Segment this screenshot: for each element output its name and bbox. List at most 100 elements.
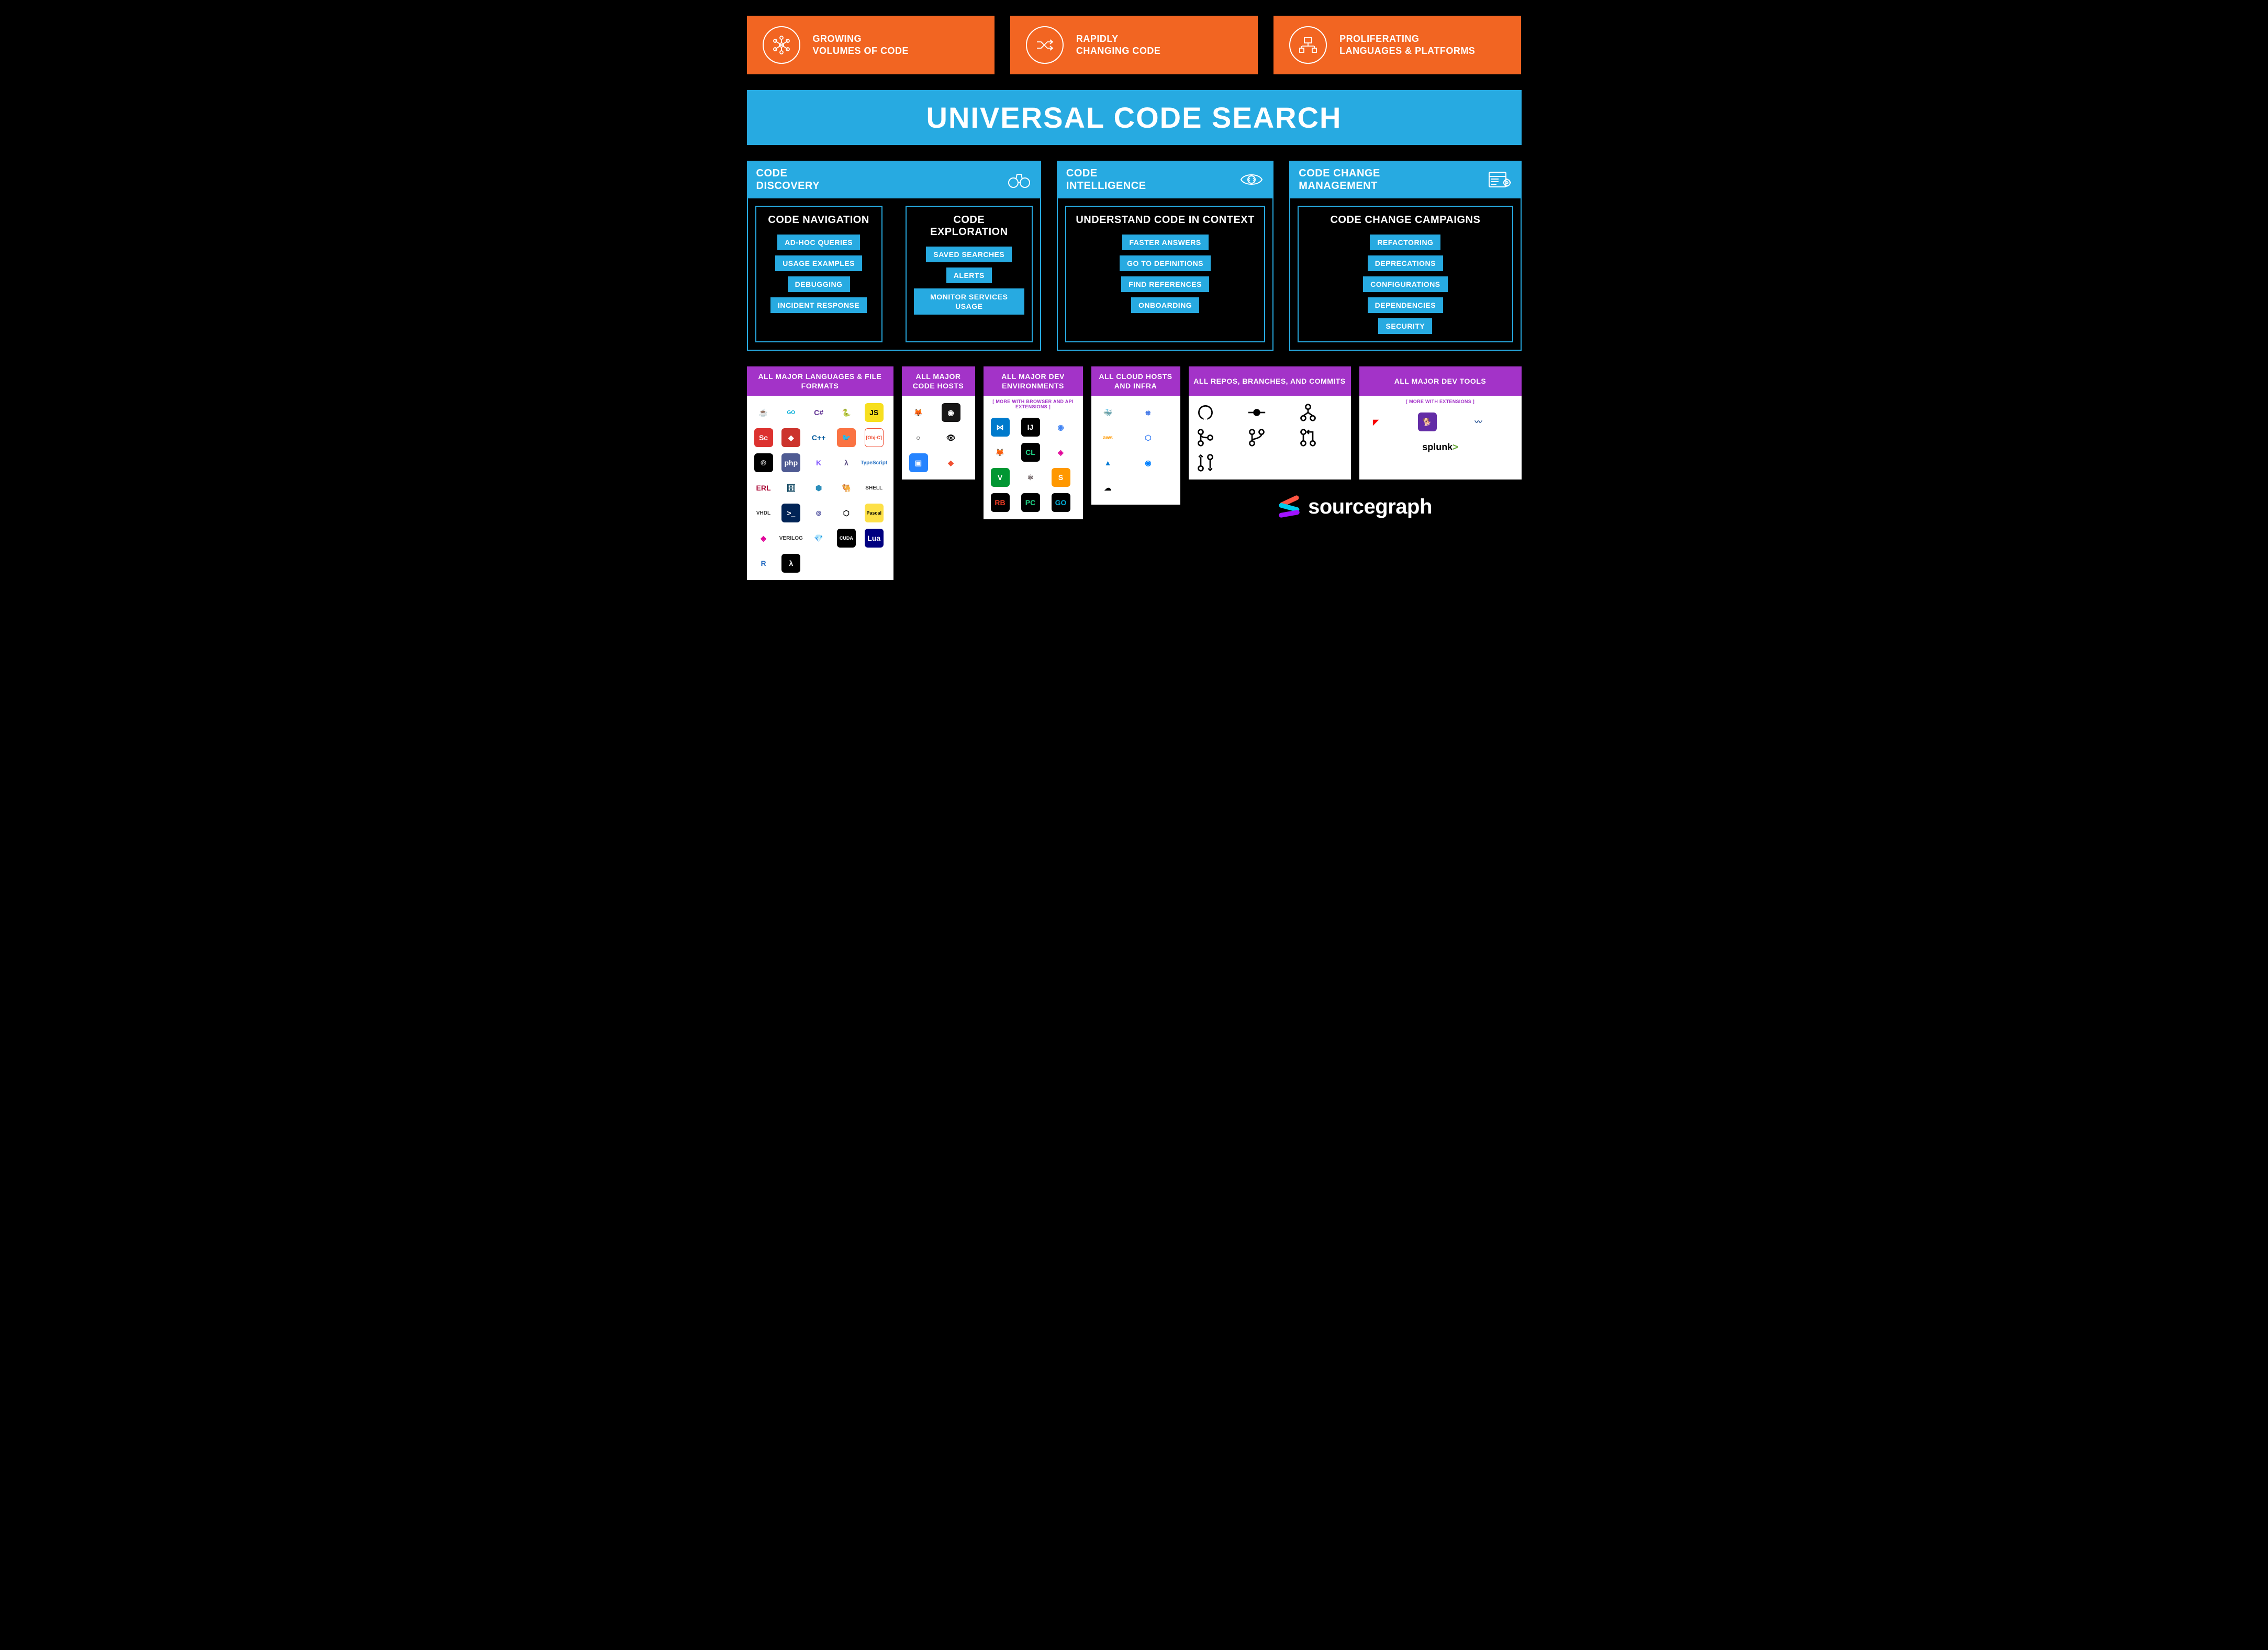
integration-icon: C++ bbox=[808, 427, 829, 448]
integration-icon: 🦊 bbox=[908, 402, 929, 423]
tag: USAGE EXAMPLES bbox=[775, 255, 862, 271]
integration-icon: ◉ bbox=[941, 402, 962, 423]
integration-icon: λ bbox=[780, 553, 801, 574]
integration-icon: 💎 bbox=[808, 528, 829, 549]
integration-icon bbox=[1246, 427, 1267, 448]
integration-icon: 〰 bbox=[1468, 411, 1489, 432]
integration-icon: ⚛ bbox=[1020, 467, 1041, 488]
main-banner: UNIVERSAL CODE SEARCH bbox=[747, 90, 1522, 145]
challenge-label: GROWING VOLUMES OF CODE bbox=[813, 33, 909, 58]
integration-icon: VERILOG bbox=[780, 528, 801, 549]
line1: RAPIDLY bbox=[1076, 33, 1161, 45]
code-navigation-panel: CODE NAVIGATION AD-HOC QUERIES USAGE EXA… bbox=[755, 206, 882, 342]
card-header: ALL MAJOR DEV ENVIRONMENTS bbox=[984, 366, 1083, 396]
card-header: ALL MAJOR LANGUAGES & FILE FORMATS bbox=[747, 366, 893, 396]
challenge-growing-volumes: GROWING VOLUMES OF CODE bbox=[747, 16, 995, 74]
integration-icon: ◈ bbox=[1051, 442, 1071, 463]
repos-card: ALL REPOS, BRANCHES, AND COMMITS bbox=[1189, 366, 1351, 480]
tag: FIND REFERENCES bbox=[1121, 276, 1209, 292]
integration-icon: ◤ bbox=[1366, 411, 1387, 432]
icon-grid: ◤🐕〰 bbox=[1359, 405, 1522, 439]
tag: ONBOARDING bbox=[1131, 297, 1199, 313]
integration-icon: PC bbox=[1020, 492, 1041, 513]
line1: GROWING bbox=[813, 33, 909, 45]
integration-icon: ® bbox=[753, 452, 774, 473]
integration-icon: 🐫 bbox=[836, 477, 857, 498]
integrations-row: ALL MAJOR LANGUAGES & FILE FORMATS ☕GOC#… bbox=[747, 366, 1522, 580]
logo-mark-icon bbox=[1278, 496, 1301, 519]
integration-icon: λ bbox=[836, 452, 857, 473]
tag-list: REFACTORING DEPRECATIONS CONFIGURATIONS … bbox=[1363, 235, 1448, 334]
line1: PROLIFERATING bbox=[1339, 33, 1475, 45]
sourcegraph-logo: sourcegraph bbox=[1189, 480, 1522, 519]
integration-icon: ⎈ bbox=[1138, 402, 1159, 423]
section-body: CODE NAVIGATION AD-HOC QUERIES USAGE EXA… bbox=[747, 198, 1041, 351]
card-note: [ MORE WITH EXTENSIONS ] bbox=[1359, 396, 1522, 405]
section-body: CODE CHANGE CAMPAIGNS REFACTORING DEPREC… bbox=[1289, 198, 1521, 351]
integration-icon: VHDL bbox=[753, 503, 774, 523]
panel-title: UNDERSTAND CODE IN CONTEXT bbox=[1076, 214, 1255, 226]
integration-icon bbox=[1246, 402, 1267, 423]
icon-grid: 🦊◉○👁▣◆ bbox=[902, 396, 975, 480]
dev-env-card: ALL MAJOR DEV ENVIRONMENTS [ MORE WITH B… bbox=[984, 366, 1083, 519]
challenge-changing-code: RAPIDLY CHANGING CODE bbox=[1010, 16, 1258, 74]
card-header: ALL CLOUD HOSTS AND INFRA bbox=[1091, 366, 1180, 396]
splunk-logo: splunk> bbox=[1359, 439, 1522, 460]
code-exploration-panel: CODE EXPLORATION SAVED SEARCHES ALERTS M… bbox=[906, 206, 1033, 342]
integration-icon bbox=[1195, 452, 1216, 473]
integration-icon: ⋈ bbox=[990, 417, 1011, 438]
integration-icon: ▣ bbox=[908, 452, 929, 473]
integration-icon: php bbox=[780, 452, 801, 473]
understand-code-panel: UNDERSTAND CODE IN CONTEXT FASTER ANSWER… bbox=[1065, 206, 1265, 342]
integration-icon: aws bbox=[1098, 427, 1119, 448]
line2: VOLUMES OF CODE bbox=[813, 45, 909, 57]
logo-text: sourcegraph bbox=[1308, 495, 1432, 519]
code-change-section: CODE CHANGE MANAGEMENT CODE CHANGE CAMPA… bbox=[1289, 161, 1521, 351]
integration-icon: ◆ bbox=[780, 427, 801, 448]
integration-icon bbox=[1298, 402, 1319, 423]
integration-icon: JS bbox=[864, 402, 885, 423]
tag: MONITOR SERVICES USAGE bbox=[914, 288, 1024, 315]
panel-title: CODE EXPLORATION bbox=[914, 214, 1024, 238]
tag: FASTER ANSWERS bbox=[1122, 235, 1209, 250]
challenge-languages-platforms: PROLIFERATING LANGUAGES & PLATFORMS bbox=[1273, 16, 1521, 74]
integration-icon: 🐦 bbox=[836, 427, 857, 448]
integration-icon bbox=[1298, 427, 1319, 448]
integration-icon bbox=[1195, 402, 1216, 423]
code-intelligence-section: CODE INTELLIGENCE UNDERSTAND CODE IN CON… bbox=[1057, 161, 1273, 351]
card-note: [ MORE WITH BROWSER AND API EXTENSIONS ] bbox=[984, 396, 1083, 410]
platforms-icon bbox=[1289, 26, 1327, 64]
tag-list: FASTER ANSWERS GO TO DEFINITIONS FIND RE… bbox=[1120, 235, 1211, 313]
integration-icon: ⊚ bbox=[808, 503, 829, 523]
tag-list: AD-HOC QUERIES USAGE EXAMPLES DEBUGGING … bbox=[770, 235, 867, 313]
section-title: CODE DISCOVERY bbox=[756, 167, 820, 192]
code-discovery-section: CODE DISCOVERY CODE NAVIGATION AD-HOC QU… bbox=[747, 161, 1041, 351]
tag: AD-HOC QUERIES bbox=[777, 235, 860, 250]
main-banner-text: UNIVERSAL CODE SEARCH bbox=[757, 101, 1511, 135]
eye-code-icon bbox=[1239, 170, 1264, 189]
integration-icon: Pascal bbox=[864, 503, 885, 523]
integration-icon: SHELL bbox=[864, 477, 885, 498]
panel-title: CODE NAVIGATION bbox=[768, 214, 869, 226]
code-hosts-card: ALL MAJOR CODE HOSTS 🦊◉○👁▣◆ bbox=[902, 366, 975, 480]
integration-icon: ⬡ bbox=[1138, 427, 1159, 448]
tag: INCIDENT RESPONSE bbox=[770, 297, 867, 313]
section-body: UNDERSTAND CODE IN CONTEXT FASTER ANSWER… bbox=[1057, 198, 1273, 351]
integration-icon: TypeScript bbox=[864, 452, 885, 473]
capabilities-row: CODE DISCOVERY CODE NAVIGATION AD-HOC QU… bbox=[747, 161, 1522, 351]
binoculars-icon bbox=[1007, 170, 1032, 189]
icon-grid: 🐳⎈aws⬡▲◉☁ bbox=[1091, 396, 1180, 505]
integration-icon: ◉ bbox=[1138, 452, 1159, 473]
section-header: CODE CHANGE MANAGEMENT bbox=[1289, 161, 1521, 198]
tag: DEBUGGING bbox=[788, 276, 850, 292]
integration-icon: ◉ bbox=[1051, 417, 1071, 438]
network-icon bbox=[763, 26, 800, 64]
integration-icon: Lua bbox=[864, 528, 885, 549]
integration-icon: RB bbox=[990, 492, 1011, 513]
integration-icon: S bbox=[1051, 467, 1071, 488]
integration-icon: >_ bbox=[780, 503, 801, 523]
integration-icon: ○ bbox=[908, 427, 929, 448]
icon-grid: ☕GOC#🐍JSSc◆C++🐦[Obj-C]®phpKλTypeScriptER… bbox=[747, 396, 893, 580]
integration-icon: GO bbox=[780, 402, 801, 423]
integration-icon: V bbox=[990, 467, 1011, 488]
